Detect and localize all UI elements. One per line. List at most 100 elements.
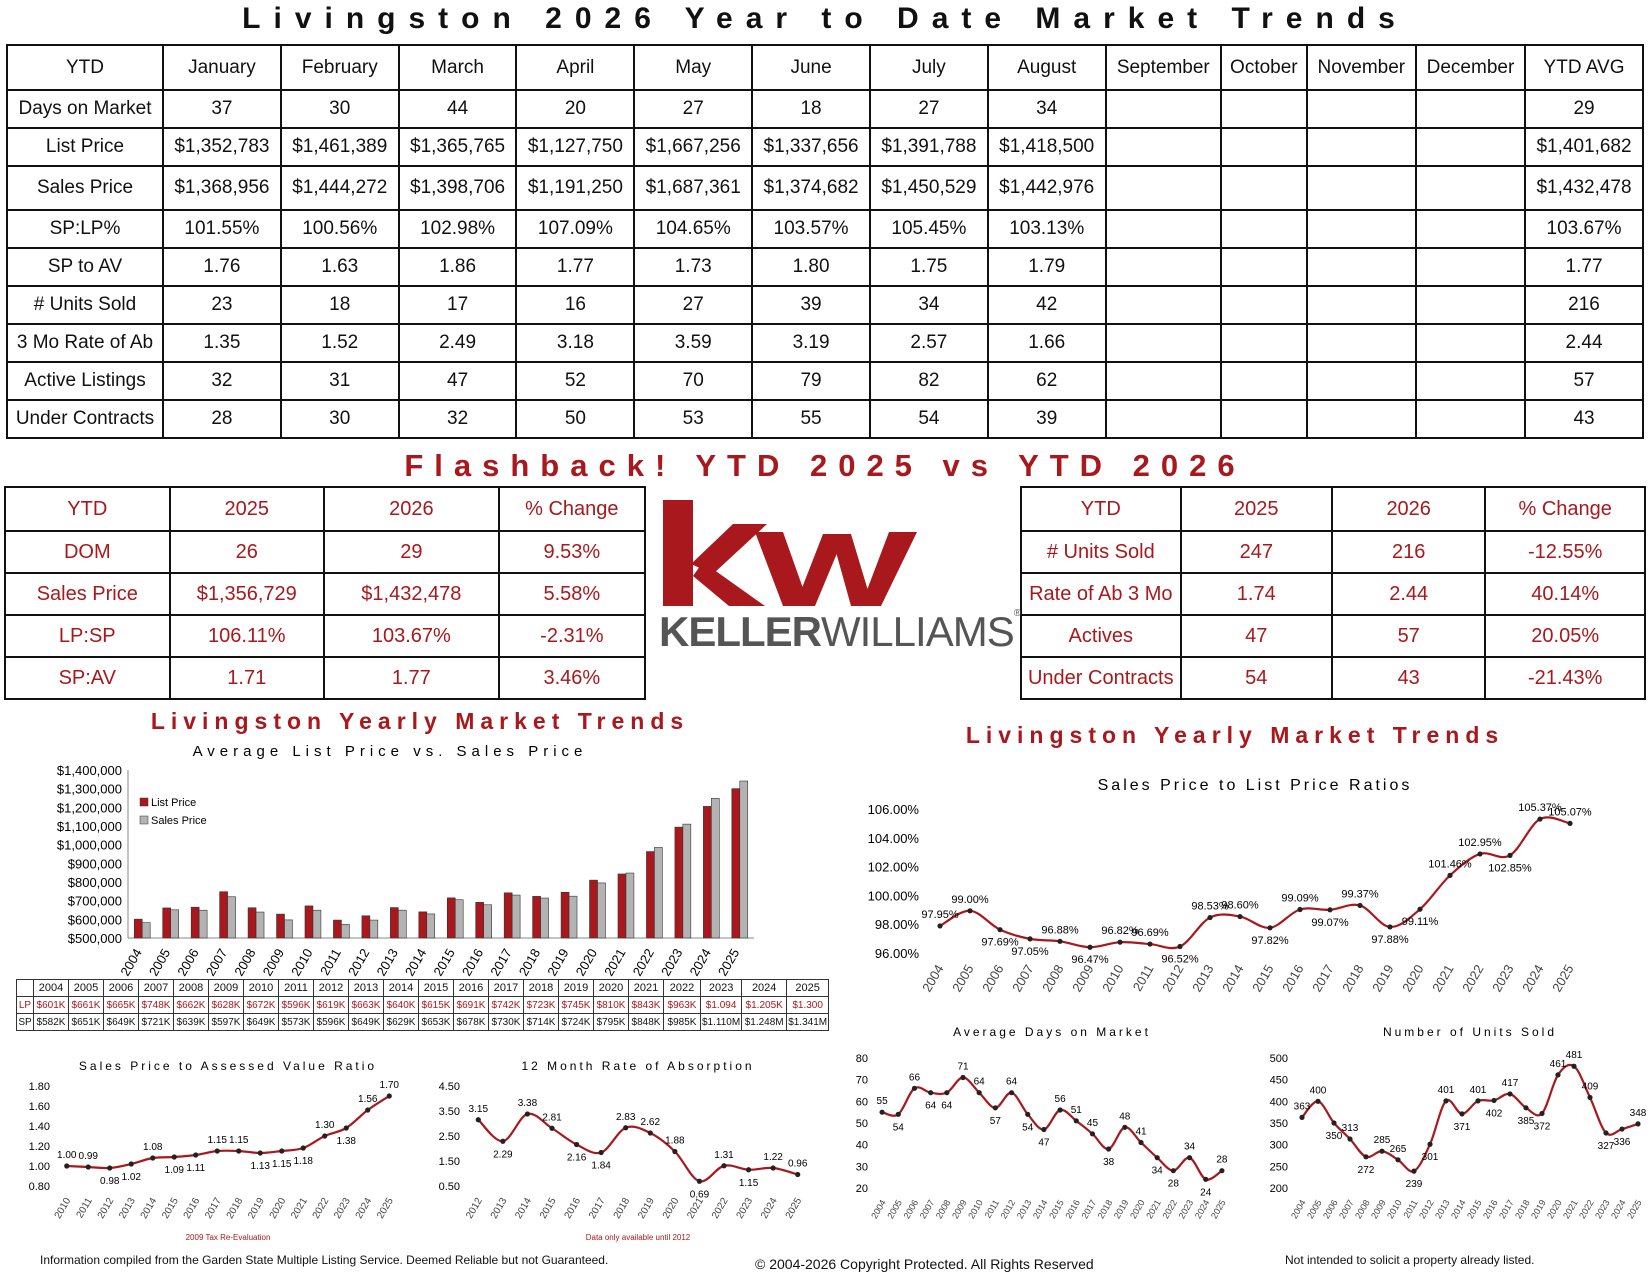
data-label: 98.53% (1191, 901, 1229, 913)
table-cell: 1.80 (751, 247, 871, 287)
cmp-cell: LP:SP (4, 614, 171, 658)
x-tick-label: 2019 (1529, 1198, 1548, 1220)
table-cell: 27 (868, 89, 989, 129)
cmp-cell: # Units Sold (1020, 530, 1182, 574)
table-cell (1305, 247, 1417, 287)
data-point (1523, 1105, 1529, 1111)
x-tick-label: 2005 (949, 962, 976, 995)
y-tick-label: $600,000 (68, 912, 122, 927)
table-cell (1104, 89, 1222, 129)
data-point (365, 1107, 371, 1113)
cmp-cell: 247 (1179, 530, 1333, 574)
bar-list-price (703, 806, 712, 939)
data-point (1147, 941, 1153, 947)
bar-list-price (560, 891, 570, 939)
column-header: May (633, 44, 754, 91)
cmp-row: Rate of Ab 3 Mo 1.74 2.44 40.14% (1020, 572, 1646, 616)
table-cell: 2.49 (397, 323, 518, 363)
table-cell: $1,365,765 (397, 127, 518, 167)
y-tick-label: 100.00% (868, 888, 920, 903)
cmp-cell: 20.05% (1484, 614, 1646, 658)
x-tick-label: 2021 (1144, 1198, 1163, 1220)
chart-note: Data only available until 2012 (586, 1233, 691, 1242)
sp-value: $724K (558, 1013, 594, 1031)
data-point (500, 1138, 506, 1144)
y-tick-label: 30 (856, 1161, 868, 1173)
y-tick-label: 250 (1270, 1161, 1288, 1173)
bar-sales-price (426, 913, 436, 939)
data-label: 71 (957, 1062, 969, 1073)
x-tick-label: 2016 (1279, 962, 1306, 995)
x-tick-label: 2015 (538, 1196, 559, 1221)
x-tick-label: 2008 (934, 1198, 953, 1220)
table-cell: 104.65% (633, 209, 754, 249)
data-label: 64 (941, 1101, 953, 1112)
x-tick-label: 2015 (1249, 962, 1276, 995)
table-cell: $1,337,656 (751, 127, 871, 167)
table-cell: $1,444,272 (279, 165, 400, 211)
chart-sp-lp-ratio: Sales Price to List Price Ratios 96.00% 98… (868, 777, 1592, 995)
x-tick-label: 2021 (1561, 1198, 1580, 1220)
data-point (770, 1165, 776, 1171)
cmp-row: Actives 47 57 20.05% (1020, 614, 1646, 658)
data-point (1207, 914, 1213, 921)
y-tick-label: 0.80 (29, 1181, 50, 1193)
cmp-row: SP:AV 1.71 1.77 3.46% (4, 656, 647, 700)
lp-value: $665K (103, 996, 139, 1014)
table-cell (1104, 165, 1222, 211)
section-title-right: Livingston Yearly Market Trends (965, 722, 1505, 748)
data-point (1203, 1176, 1209, 1182)
table-cell: 79 (751, 361, 871, 401)
data-point (1219, 1168, 1225, 1174)
table-cell: 1.73 (633, 247, 754, 287)
row-label: 3 Mo Rate of Ab (6, 323, 164, 363)
table-cell: 43 (1524, 399, 1644, 439)
x-tick-label: 2014 (1219, 962, 1246, 995)
sp-value: $651K (68, 1013, 104, 1031)
table-cell: 1.79 (986, 247, 1107, 287)
bar-list-price (532, 896, 541, 939)
x-tick-label: 2022 (1459, 962, 1486, 995)
lp-sp-year: 2006 (103, 979, 139, 997)
lp-value: $661K (68, 996, 104, 1014)
x-tick-label: 2009 (950, 1198, 969, 1220)
data-point (1539, 1110, 1545, 1117)
x-tick-label: 2015 (1465, 1198, 1484, 1220)
x-tick-label: 2014 (139, 1196, 160, 1221)
table-cell: 3.59 (633, 323, 754, 363)
data-point (279, 1148, 285, 1154)
data-label: 96.88% (1041, 924, 1079, 936)
lp-value: $963K (663, 996, 701, 1014)
chart-absorption: 12 Month Rate of Absorption 0.50 1.50 2.50 3… (439, 1059, 808, 1242)
data-label: 99.11% (1402, 916, 1439, 928)
data-label: 105.37% (1518, 802, 1562, 814)
cmp-cell: 26 (168, 530, 325, 574)
x-tick-label: 2019 (1369, 962, 1396, 995)
data-point (300, 1145, 306, 1151)
y-tick-label: $800,000 (68, 875, 122, 890)
data-label: 350 (1326, 1131, 1343, 1142)
data-label: 57 (990, 1116, 1002, 1127)
bar-sales-price (284, 919, 293, 939)
x-tick-label: 2025 (375, 1196, 396, 1221)
x-tick-label: 2021 (289, 1196, 310, 1221)
x-tick-label: 2009 (1369, 1198, 1388, 1220)
table-cell: 1.77 (1524, 247, 1644, 287)
x-tick-label: 2012 (464, 1196, 485, 1221)
series-line (939, 816, 1571, 950)
cmp-cell: 103.67% (322, 614, 500, 658)
table-cell: 27 (633, 89, 754, 129)
cmp-cell: 1.71 (168, 656, 325, 700)
data-label: 2.62 (641, 1117, 661, 1128)
table-cell: $1,398,706 (397, 165, 518, 211)
sp-value: $730K (488, 1013, 524, 1031)
data-point (1154, 1155, 1160, 1161)
data-point (992, 1105, 998, 1111)
table-cell (1219, 361, 1308, 401)
table-cell: 17 (397, 285, 518, 325)
table-cell: 20 (515, 89, 636, 129)
data-point (1315, 1098, 1321, 1104)
table-cell (1219, 285, 1308, 325)
cmp-column-header: YTD (1020, 486, 1182, 532)
footer-left: Information compiled from the Garden Sta… (40, 1253, 609, 1267)
